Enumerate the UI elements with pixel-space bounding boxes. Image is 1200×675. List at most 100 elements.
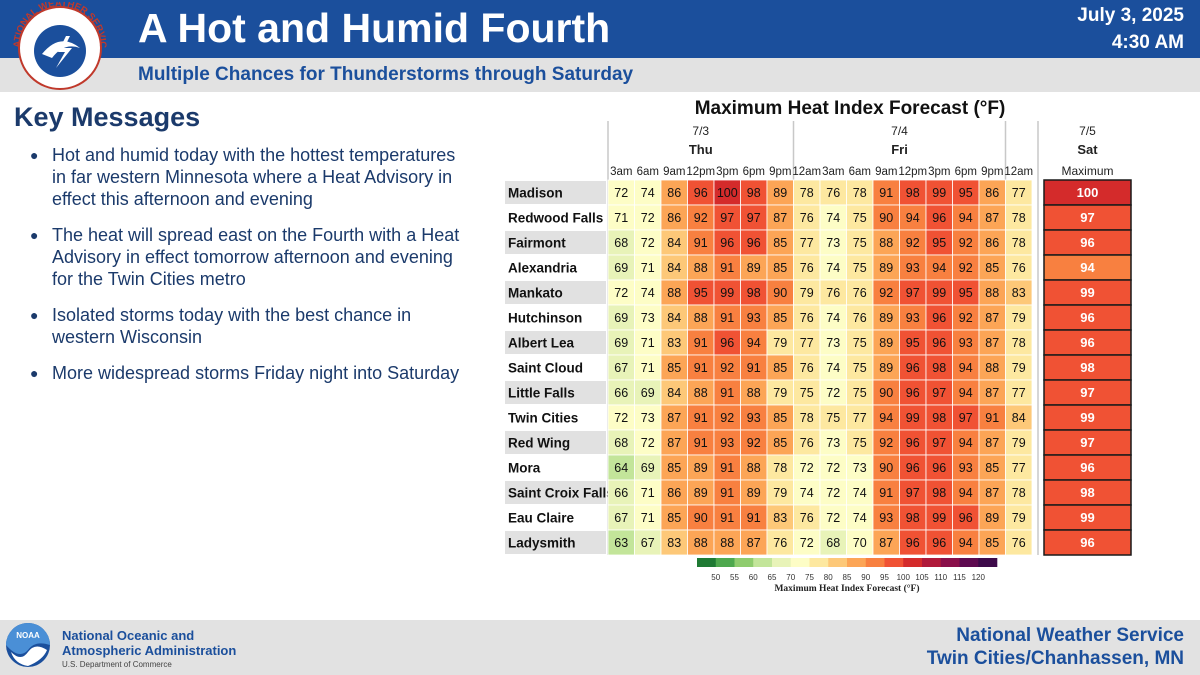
heat-cell-value: 99 — [932, 286, 946, 300]
heat-cell — [952, 254, 980, 281]
location-label: Ladysmith — [508, 536, 576, 551]
location-label-bg — [505, 281, 606, 304]
heat-cell — [846, 504, 874, 531]
heat-cell-value: 98 — [932, 361, 946, 375]
issue-date: July 3, 2025 — [1077, 5, 1184, 26]
heat-cell-value: 93 — [879, 511, 893, 525]
heat-cell-value: 91 — [694, 336, 708, 350]
heat-cell — [819, 429, 847, 456]
colorbar-tick-label: 65 — [768, 573, 777, 582]
heat-cell-value: 68 — [826, 536, 840, 550]
heat-cell-value: 73 — [641, 311, 655, 325]
heat-cell-value: 83 — [667, 536, 681, 550]
heat-cell-value: 76 — [800, 211, 814, 225]
heat-cell-value: 72 — [826, 511, 840, 525]
heat-cell — [872, 279, 900, 306]
heat-cell — [846, 529, 874, 556]
heat-cell-value: 74 — [826, 211, 840, 225]
heat-cell-value: 85 — [985, 536, 999, 550]
heat-cell-value: 91 — [879, 486, 893, 500]
colorbar-segment — [884, 558, 904, 567]
agency-name-line2: Atmospheric Administration — [62, 643, 237, 658]
colorbar-tick-label: 110 — [934, 573, 947, 582]
max-cell-value: 98 — [1080, 360, 1094, 375]
heat-cell — [766, 329, 794, 356]
colorbar-tick-label: 55 — [730, 573, 739, 582]
heat-cell — [660, 279, 688, 306]
heat-cell-value: 97 — [906, 486, 920, 500]
bullet-icon: ● — [30, 147, 39, 163]
heat-cell-value: 68 — [614, 436, 628, 450]
heat-cell — [740, 354, 768, 381]
max-cell — [1043, 379, 1132, 406]
heat-cell-value: 76 — [826, 286, 840, 300]
heat-cell-value: 92 — [879, 286, 893, 300]
heat-cell-value: 89 — [879, 261, 893, 275]
max-cell — [1043, 479, 1132, 506]
heat-cell — [1005, 279, 1033, 306]
hour-tick-label: 12am — [792, 166, 821, 178]
location-label: Albert Lea — [508, 336, 575, 351]
heat-cell-value: 83 — [667, 336, 681, 350]
heat-cell-value: 92 — [959, 311, 973, 325]
location-label: Saint Croix Falls — [508, 486, 614, 501]
heat-cell-value: 72 — [826, 461, 840, 475]
heat-cell-value: 75 — [853, 386, 867, 400]
heat-cell-value: 91 — [694, 236, 708, 250]
heat-cell — [793, 529, 821, 556]
heat-cell-value: 90 — [694, 511, 708, 525]
heat-cell — [607, 454, 635, 481]
heat-cell — [607, 254, 635, 281]
heat-cell — [846, 404, 874, 431]
heat-cell-value: 88 — [694, 386, 708, 400]
key-message-text: The heat will spread east on the Fourth … — [52, 225, 460, 289]
heat-cell-value: 67 — [614, 361, 628, 375]
colorbar-tick-label: 80 — [824, 573, 833, 582]
heat-cell-value: 93 — [959, 461, 973, 475]
location-label: Redwood Falls — [508, 211, 603, 226]
hour-tick-label: 9pm — [981, 166, 1003, 178]
bullet-icon: ● — [30, 365, 39, 381]
heat-cell-value: 95 — [959, 286, 973, 300]
heat-cell — [899, 329, 927, 356]
page-subtitle: Multiple Chances for Thunderstorms throu… — [138, 64, 634, 85]
heat-cell-value: 91 — [694, 411, 708, 425]
heat-cell — [899, 479, 927, 506]
office-location: Twin Cities/Chanhassen, MN — [926, 648, 1184, 669]
bullet-icon: ● — [30, 307, 39, 323]
colorbar-segment — [922, 558, 942, 567]
heat-cell-value: 92 — [720, 361, 734, 375]
heat-cell-value: 94 — [959, 386, 973, 400]
heat-cell-value: 94 — [879, 411, 893, 425]
heat-cell — [766, 279, 794, 306]
heat-cell-value: 92 — [879, 436, 893, 450]
heat-cell — [819, 404, 847, 431]
heat-cell — [634, 529, 662, 556]
max-cell-value: 97 — [1080, 210, 1094, 225]
heat-cell — [978, 479, 1006, 506]
heat-cell-value: 95 — [694, 286, 708, 300]
heat-cell-value: 94 — [959, 536, 973, 550]
hour-tick-label: 9am — [875, 166, 897, 178]
colorbar-segment — [753, 558, 773, 567]
colorbar-tick-label: 75 — [805, 573, 814, 582]
heat-cell — [766, 504, 794, 531]
location-label-bg — [505, 481, 606, 504]
heat-cell — [872, 254, 900, 281]
issue-time: 4:30 AM — [1111, 32, 1184, 53]
colorbar-segment — [828, 558, 848, 567]
heat-cell — [978, 329, 1006, 356]
hour-tick-label: 12pm — [686, 166, 715, 178]
day-name-label: Thu — [689, 142, 713, 157]
heat-cell — [660, 204, 688, 231]
heat-cell-value: 93 — [906, 261, 920, 275]
heat-cell — [766, 354, 794, 381]
heat-cell — [1005, 404, 1033, 431]
heat-cell — [1005, 254, 1033, 281]
location-label-bg — [505, 256, 606, 279]
heat-cell-value: 73 — [826, 236, 840, 250]
heat-cell — [1005, 379, 1033, 406]
heat-cell-value: 76 — [800, 436, 814, 450]
hour-tick-label: 9am — [663, 166, 685, 178]
heat-cell-value: 84 — [667, 236, 681, 250]
